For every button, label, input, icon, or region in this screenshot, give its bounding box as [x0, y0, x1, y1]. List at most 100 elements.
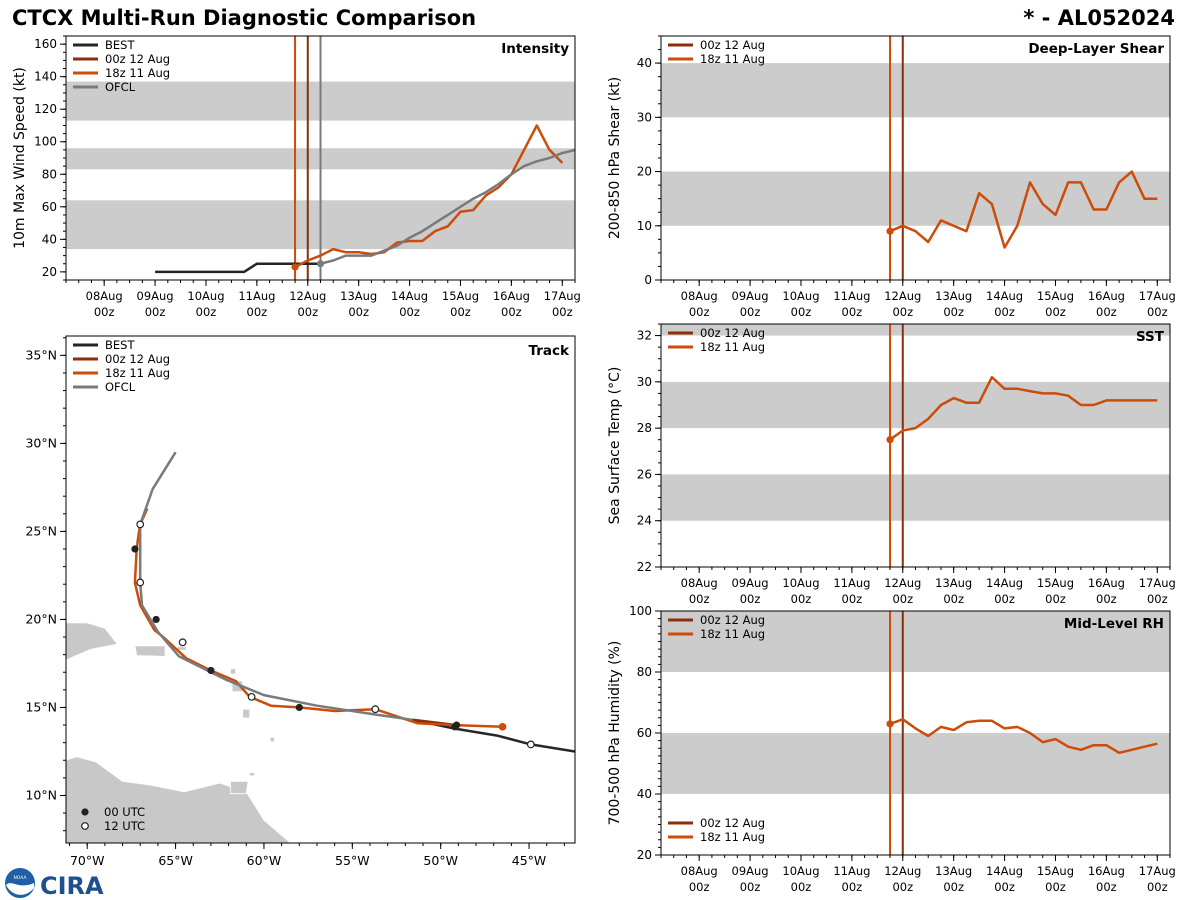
lat-tick-label: 20°N — [25, 611, 57, 626]
x-tick-label-date: 17Aug — [1139, 576, 1176, 590]
noaa-logo-wave — [6, 883, 34, 895]
x-tick-label-hour: 00z — [689, 880, 710, 894]
sst-plot-area — [661, 324, 1170, 567]
init-marker — [886, 720, 894, 728]
y-tick-label: 28 — [637, 421, 652, 435]
x-tick-label-hour: 00z — [892, 880, 913, 894]
y-axis-label: 10m Max Wind Speed (kt) — [12, 67, 28, 249]
y-tick-label: 80 — [42, 167, 57, 181]
south-america-land — [66, 756, 292, 843]
storm-id: * - AL052024 — [1023, 6, 1175, 30]
panel-title: Track — [529, 343, 570, 359]
x-tick-label-hour: 00z — [1045, 592, 1066, 606]
x-tick-label-date: 10Aug — [782, 289, 819, 303]
x-tick-label-date: 12Aug — [884, 289, 921, 303]
noaa-cira-logo: NOAA CIRA — [5, 868, 104, 900]
legend-label: 00z 12 Aug — [700, 816, 765, 830]
series-line — [155, 262, 321, 274]
x-tick-label-date: 17Aug — [1139, 864, 1176, 878]
x-tick-label-date: 11Aug — [833, 864, 870, 878]
x-tick-label-hour: 00z — [1045, 305, 1066, 319]
x-tick-label-date: 08Aug — [86, 289, 123, 303]
x-tick-label-hour: 00z — [1147, 592, 1168, 606]
point-12utc — [178, 638, 187, 647]
y-tick-label: 40 — [637, 56, 652, 70]
y-tick-label: 10 — [637, 219, 652, 233]
legend-label: BEST — [105, 338, 135, 352]
x-tick-label-date: 14Aug — [986, 576, 1023, 590]
x-tick-label-date: 16Aug — [1088, 289, 1125, 303]
x-tick-label-date: 17Aug — [1139, 289, 1176, 303]
x-tick-label-date: 17Aug — [544, 289, 581, 303]
x-tick-label-date: 09Aug — [732, 864, 769, 878]
legend-label: 18z 11 Aug — [105, 366, 170, 380]
x-tick-label-hour: 00z — [943, 880, 964, 894]
legend-label: 18z 11 Aug — [700, 627, 765, 641]
legend-label: 00z 12 Aug — [700, 613, 765, 627]
track-line — [138, 451, 413, 722]
hispaniola-land — [66, 622, 119, 661]
point-12utc — [371, 705, 380, 714]
init-marker — [886, 227, 894, 235]
x-tick-label-hour: 00z — [1096, 592, 1117, 606]
series-line — [294, 124, 564, 269]
point-12utc — [136, 578, 145, 587]
x-tick-label-hour: 00z — [943, 305, 964, 319]
x-tick-label-date: 16Aug — [1088, 864, 1125, 878]
legend-label: 00z 12 Aug — [105, 52, 170, 66]
leeward-islands-land — [229, 668, 237, 675]
threshold-band — [661, 474, 1170, 521]
cira-text: CIRA — [40, 872, 104, 900]
series-line — [320, 148, 575, 265]
point-12utc — [526, 740, 535, 749]
shear-plot-area — [661, 36, 1170, 280]
figure-title: CTCX Multi-Run Diagnostic Comparison — [12, 6, 477, 30]
y-tick-label: 120 — [34, 102, 57, 116]
track-start-marker — [498, 723, 507, 731]
legend-label: OFCL — [105, 380, 136, 394]
x-tick-label-hour: 00z — [943, 592, 964, 606]
legend-label: 18z 11 Aug — [105, 66, 170, 80]
x-tick-label-hour: 00z — [994, 305, 1015, 319]
x-tick-label-date: 13Aug — [935, 864, 972, 878]
y-axis-label: 700-500 hPa Humidity (%) — [607, 641, 623, 826]
rh-plot-area — [661, 611, 1170, 855]
x-tick-label-date: 15Aug — [442, 289, 479, 303]
x-tick-label-date: 12Aug — [884, 864, 921, 878]
intensity-plot-area — [66, 36, 575, 280]
track-line — [412, 718, 575, 753]
x-tick-label-date: 12Aug — [289, 289, 326, 303]
x-tick-label-hour: 00z — [689, 305, 710, 319]
y-tick-label: 80 — [637, 665, 652, 679]
panel-title: Mid-Level RH — [1064, 616, 1164, 632]
plot-frame — [660, 323, 1171, 568]
threshold-band — [661, 171, 1170, 226]
noaa-badge-text: NOAA — [13, 875, 27, 881]
x-tick-label-hour: 00z — [450, 305, 471, 319]
x-tick-label-date: 14Aug — [986, 289, 1023, 303]
y-tick-label: 20 — [42, 265, 57, 279]
x-tick-label-date: 14Aug — [391, 289, 428, 303]
x-tick-label-date: 09Aug — [732, 289, 769, 303]
x-tick-label-hour: 00z — [740, 880, 761, 894]
y-tick-label: 60 — [42, 200, 57, 214]
barbados-land — [269, 737, 275, 743]
x-tick-label-date: 13Aug — [340, 289, 377, 303]
x-tick-label-hour: 00z — [247, 305, 268, 319]
shear-panel: 0 10 20 30 40 08Aug 00z 09Aug 00z 10Aug 00z 11Aug 00… — [607, 35, 1176, 319]
lat-tick-label: 10°N — [25, 787, 57, 802]
point-00utc — [131, 545, 139, 553]
threshold-band — [661, 611, 1170, 672]
init-marker — [316, 260, 325, 268]
x-tick-label-date: 11Aug — [833, 576, 870, 590]
track-plot-area — [66, 451, 575, 843]
x-tick-label-hour: 00z — [1096, 880, 1117, 894]
x-tick-label-hour: 00z — [348, 305, 369, 319]
point-00utc — [207, 666, 215, 675]
x-tick-label-date: 11Aug — [238, 289, 275, 303]
lon-tick-label: 50°W — [423, 853, 458, 868]
x-tick-label-date: 15Aug — [1037, 576, 1074, 590]
x-tick-label-hour: 00z — [994, 880, 1015, 894]
legend-marker-00utc — [81, 808, 89, 816]
x-tick-label-hour: 00z — [842, 592, 863, 606]
